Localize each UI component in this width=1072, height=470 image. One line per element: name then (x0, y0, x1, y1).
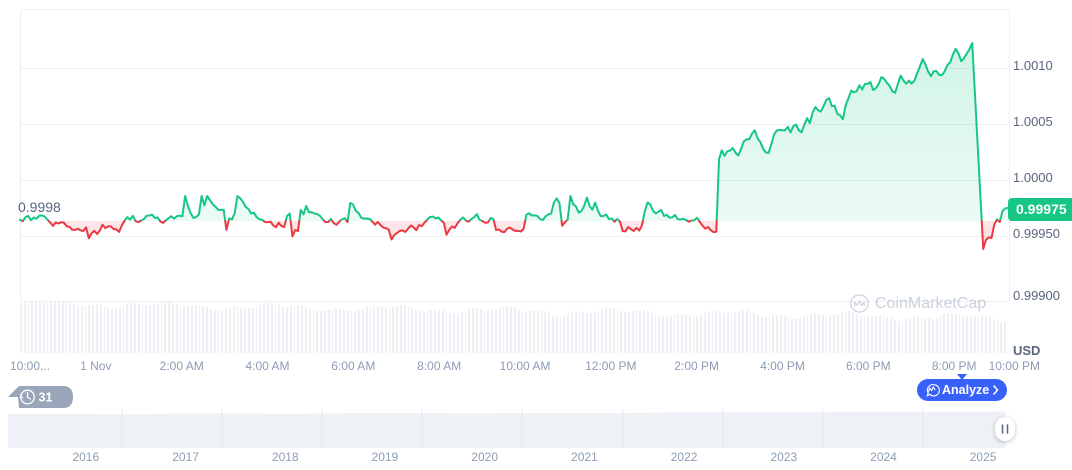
svg-text:Analyze: Analyze (942, 383, 989, 397)
svg-text:31: 31 (39, 391, 53, 405)
